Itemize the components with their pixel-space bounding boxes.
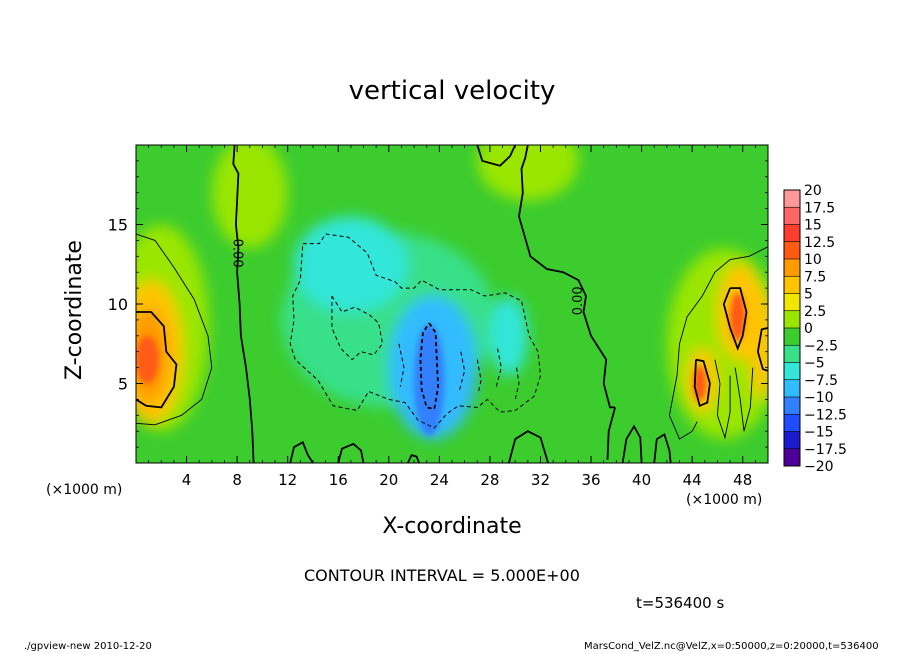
colorbar-label: −15 [804, 425, 834, 441]
colorbar-label: 2.5 [804, 304, 826, 320]
x-unit-label-right: (×1000 m) [686, 492, 763, 508]
contour-line [232, 145, 255, 463]
x-unit-label-left: (×1000 m) [46, 482, 123, 498]
colorbar-cell [784, 448, 800, 467]
contour-line [331, 295, 384, 361]
y-axis-label: Z-coordinate [62, 240, 87, 380]
contour-line [289, 441, 314, 463]
contour-line [398, 343, 405, 387]
field-blob [211, 145, 288, 249]
colorbar-cell [784, 241, 800, 260]
contour-line [714, 359, 731, 440]
field-blob [489, 296, 528, 376]
y-tick-label: 5 [118, 375, 128, 394]
contour-line [136, 311, 178, 409]
x-tick-label: 44 [683, 471, 702, 489]
footer-right: MarsCond_VelZ.nc@VelZ,x=0:50000,z=0:2000… [584, 641, 879, 652]
colorbar-label: 7.5 [804, 269, 826, 285]
colorbar-cell [784, 379, 800, 398]
chart-title: vertical velocity [348, 76, 556, 106]
x-tick-label: 24 [430, 471, 449, 489]
contour-interval: CONTOUR INTERVAL = 5.000E+00 [304, 566, 580, 585]
x-tick-label: 16 [329, 471, 348, 489]
colorbar-label: 5 [804, 287, 813, 303]
x-tick-label: 40 [632, 471, 651, 489]
contour-line [136, 233, 213, 426]
contour-line [734, 367, 754, 432]
x-tick-label: 4 [182, 471, 192, 489]
colorbar-cell [784, 259, 800, 277]
colorbar-label: 0 [804, 321, 813, 337]
zero-contour-label: 0.00 [571, 286, 586, 315]
colorbar-cell [784, 397, 800, 415]
colorbar-cell [784, 328, 800, 346]
colorbar-cell [784, 362, 800, 381]
x-axis-label: X-coordinate [382, 514, 522, 539]
contour-line [653, 433, 672, 463]
x-axis: 4 8 12 16 20 24 28 32 36 40 44 48 [148, 145, 756, 489]
colorbar-cell [784, 276, 800, 294]
contour-lines [136, 145, 768, 463]
colorbar-label: 17.5 [804, 200, 835, 216]
contour-line [518, 145, 616, 409]
x-tick-label: 20 [379, 471, 398, 489]
contour-line [621, 424, 643, 463]
colorbar-label: −17.5 [804, 442, 847, 458]
time-stamp: t=536400 s [636, 594, 725, 612]
contour-line [756, 327, 768, 372]
colorbar-cell [784, 431, 800, 450]
contour-line [337, 442, 365, 463]
colorbar-label: −20 [804, 459, 834, 475]
x-tick-label: 48 [733, 471, 752, 489]
colorbar-label: 12.5 [804, 235, 835, 251]
contour-line [722, 287, 748, 352]
y-tick-label: 15 [108, 216, 128, 235]
colorbar-label: −12.5 [804, 407, 847, 423]
field-core [730, 292, 746, 341]
x-tick-label: 36 [581, 471, 600, 489]
x-tick-label: 32 [531, 471, 550, 489]
colorbar-label: 20 [804, 183, 822, 199]
x-tick-label: 28 [480, 471, 499, 489]
velocity-field [136, 145, 768, 463]
colorbar-cell [784, 190, 800, 208]
contour-line [693, 358, 711, 408]
contour-line [406, 454, 420, 463]
colorbar-label: −10 [804, 390, 834, 406]
contour-line [508, 430, 549, 463]
contour-line [289, 233, 542, 429]
y-axis: 5 10 15 [108, 160, 768, 448]
zero-contour-label: 0.00 [230, 239, 245, 268]
colorbar-cell [784, 310, 800, 329]
colorbar-label: 15 [804, 218, 822, 234]
field-blob [293, 216, 408, 312]
contour-line [668, 246, 768, 440]
x-tick-label: 8 [232, 471, 242, 489]
field-core [136, 335, 159, 384]
field-blob [477, 145, 579, 201]
colorbar-label: −7.5 [804, 373, 838, 389]
colorbar-cell [784, 414, 800, 432]
contour-line [476, 359, 482, 392]
contour-line [419, 322, 440, 410]
colorbar-label: −5 [804, 356, 825, 372]
contour-line [606, 407, 616, 460]
field-core [414, 324, 445, 436]
x-tick-label: 12 [278, 471, 297, 489]
zero-contour-labels: 0.00 0.00 [230, 239, 586, 316]
colorbar-cell [784, 293, 800, 312]
contour-line [514, 367, 520, 400]
footer-left: ./gpview-new 2010-12-20 [24, 641, 152, 652]
colorbar-cell [784, 345, 800, 363]
y-tick-label: 10 [108, 295, 128, 314]
colorbar-cell [784, 224, 800, 243]
colorbar-label: 10 [804, 252, 822, 268]
field-blob [749, 288, 768, 400]
colorbar-cell [784, 207, 800, 225]
colorbar-label: −2.5 [804, 338, 838, 354]
contour-line [476, 145, 517, 167]
